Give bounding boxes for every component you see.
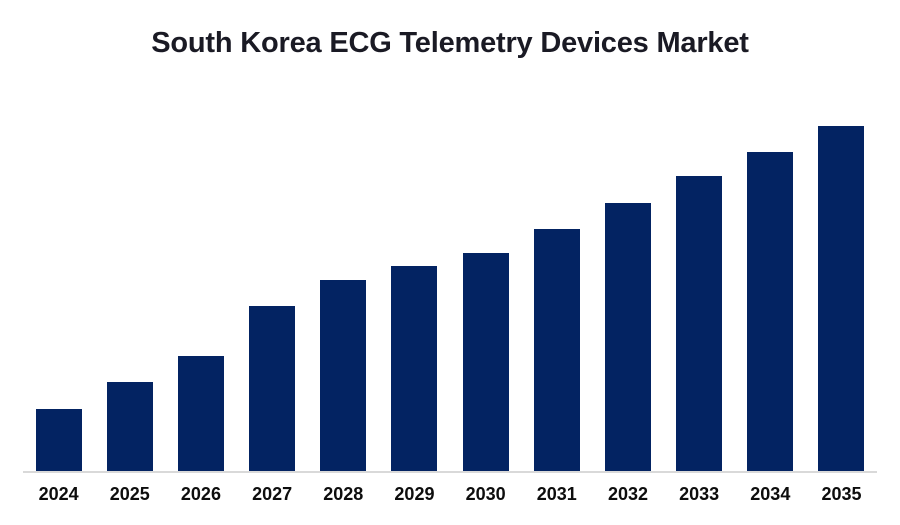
bar-2033: [676, 176, 723, 471]
x-label-2034: 2034: [750, 484, 791, 504]
bar-2032: [604, 203, 651, 471]
bar-slot-2028: [308, 55, 379, 471]
x-label-2033: 2033: [679, 484, 720, 504]
bar-slot-2024: [23, 55, 94, 471]
bar-slot-2029: [379, 55, 450, 471]
x-label-2032: 2032: [607, 484, 648, 504]
bar-2027: [249, 306, 296, 471]
x-axis-labels: 2024 2025 2026 2027 2028 2029 2030 2031 2032 2033…: [23, 483, 877, 505]
x-label-2024: 2024: [38, 484, 79, 504]
x-label-2031: 2031: [536, 484, 577, 504]
x-label-2028: 2028: [323, 484, 364, 504]
bar-slot-2031: [521, 55, 592, 471]
bar-slot-2033: [664, 55, 735, 471]
bar-slot-2030: [450, 55, 521, 471]
bar-2030: [462, 253, 509, 471]
x-label-2027: 2027: [252, 484, 293, 504]
chart-title: South Korea ECG Telemetry Devices Market: [151, 27, 749, 59]
bar-slot-2025: [94, 55, 165, 471]
bar-2031: [533, 229, 580, 471]
plot-area: [23, 55, 877, 473]
bar-slot-2035: [806, 55, 877, 471]
bar-2028: [320, 280, 367, 471]
x-label-2026: 2026: [180, 484, 221, 504]
bar-slot-2034: [735, 55, 806, 471]
bar-2029: [391, 266, 438, 471]
x-label-2035: 2035: [821, 484, 862, 504]
bar-2034: [747, 152, 794, 471]
x-label-2030: 2030: [465, 484, 506, 504]
bar-2024: [35, 409, 82, 471]
bar-slot-2026: [165, 55, 236, 471]
bar-2035: [818, 126, 865, 471]
bar-slot-2032: [592, 55, 663, 471]
bar-slot-2027: [237, 55, 308, 471]
x-label-2029: 2029: [394, 484, 435, 504]
bar-2025: [106, 382, 153, 471]
bar-2026: [177, 356, 224, 471]
x-label-2025: 2025: [109, 484, 150, 504]
